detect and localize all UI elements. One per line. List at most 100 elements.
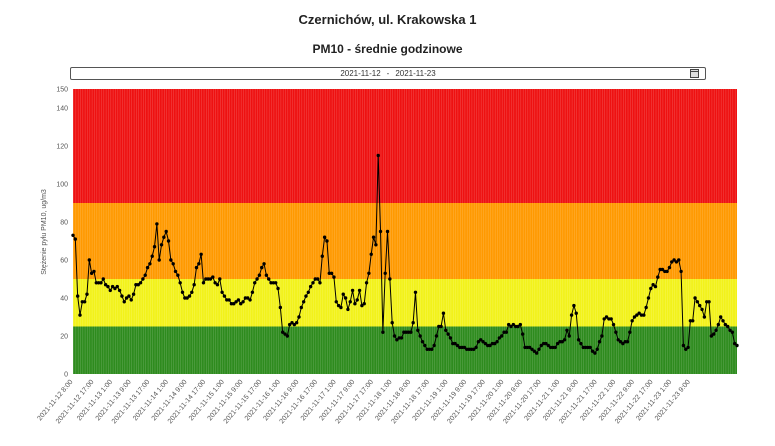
y-tick-label: 40 bbox=[60, 296, 68, 303]
data-point bbox=[420, 340, 425, 344]
data-point bbox=[73, 237, 78, 241]
data-point bbox=[208, 277, 213, 281]
data-point bbox=[108, 288, 112, 293]
data-point bbox=[220, 290, 224, 294]
data-point bbox=[304, 294, 308, 298]
data-point bbox=[248, 298, 252, 302]
data-point bbox=[646, 296, 651, 300]
data-point bbox=[465, 347, 469, 351]
data-point bbox=[411, 321, 415, 325]
data-point bbox=[693, 296, 697, 300]
data-point bbox=[560, 340, 564, 344]
data-point bbox=[555, 341, 560, 346]
data-point bbox=[234, 300, 238, 304]
data-point bbox=[597, 340, 602, 344]
data-point bbox=[192, 283, 196, 287]
data-point bbox=[376, 153, 380, 158]
data-point bbox=[418, 334, 422, 338]
data-point bbox=[637, 311, 641, 315]
data-point bbox=[698, 303, 702, 308]
data-point bbox=[432, 343, 436, 348]
y-tick-label: 60 bbox=[60, 258, 68, 265]
y-tick-label: 20 bbox=[60, 334, 68, 341]
data-point bbox=[441, 311, 446, 315]
data-point bbox=[89, 271, 94, 275]
data-point bbox=[630, 319, 634, 323]
data-point bbox=[541, 341, 546, 346]
data-point bbox=[343, 296, 348, 300]
data-point bbox=[609, 317, 613, 321]
data-point bbox=[155, 222, 159, 226]
data-point bbox=[392, 334, 397, 338]
data-point bbox=[534, 351, 539, 355]
data-point bbox=[120, 294, 124, 298]
data-point bbox=[99, 281, 103, 285]
data-point bbox=[204, 277, 208, 281]
data-point bbox=[660, 267, 665, 272]
data-point bbox=[479, 338, 483, 342]
data-point bbox=[322, 235, 327, 239]
data-point bbox=[406, 330, 411, 334]
data-point bbox=[264, 273, 269, 277]
data-point bbox=[409, 330, 413, 334]
data-point bbox=[663, 269, 667, 274]
y-axis-label: Stężenie pyłu PM10, ug/m3 bbox=[41, 189, 48, 275]
date-separator: - bbox=[386, 69, 390, 78]
data-point bbox=[129, 298, 133, 302]
data-point bbox=[355, 298, 359, 302]
data-point bbox=[705, 300, 709, 304]
data-point bbox=[437, 324, 441, 329]
data-point bbox=[679, 269, 683, 274]
data-point bbox=[325, 239, 329, 243]
calendar-icon[interactable] bbox=[690, 69, 699, 78]
data-point bbox=[467, 347, 471, 351]
data-point bbox=[723, 322, 728, 327]
data-point bbox=[159, 243, 164, 247]
data-point bbox=[213, 281, 217, 285]
y-tick-label: 140 bbox=[56, 106, 68, 113]
data-point bbox=[143, 273, 147, 277]
data-point bbox=[313, 277, 317, 281]
data-point bbox=[138, 281, 143, 285]
data-point bbox=[728, 328, 732, 332]
data-point bbox=[474, 345, 478, 350]
data-point bbox=[232, 302, 236, 306]
data-point bbox=[504, 330, 509, 334]
data-point bbox=[113, 286, 117, 291]
data-point bbox=[194, 265, 199, 270]
data-point bbox=[565, 328, 569, 332]
data-point bbox=[611, 322, 616, 327]
data-point bbox=[78, 313, 82, 317]
data-point bbox=[616, 338, 620, 342]
data-point bbox=[276, 286, 280, 291]
data-point bbox=[488, 343, 492, 348]
data-point bbox=[700, 307, 704, 312]
data-point bbox=[239, 302, 243, 306]
data-point bbox=[460, 345, 464, 350]
data-point bbox=[558, 340, 562, 344]
data-point bbox=[458, 345, 462, 350]
data-point bbox=[383, 271, 387, 275]
data-point bbox=[157, 258, 161, 262]
data-point bbox=[674, 260, 679, 264]
data-point bbox=[166, 239, 171, 243]
data-point bbox=[280, 330, 285, 334]
data-point bbox=[253, 281, 257, 285]
data-point bbox=[595, 347, 599, 351]
data-point bbox=[607, 317, 611, 321]
x-tick-label: 2021-11-12 8:00 bbox=[36, 379, 74, 423]
x-tick-label: 2021-11-23 9:00 bbox=[654, 379, 692, 423]
data-point bbox=[339, 305, 343, 310]
data-point bbox=[453, 341, 457, 346]
data-point bbox=[350, 288, 355, 293]
data-point bbox=[499, 334, 504, 338]
data-point bbox=[639, 313, 644, 317]
data-point bbox=[490, 341, 495, 346]
data-point bbox=[732, 341, 737, 346]
data-point bbox=[548, 345, 553, 350]
data-point bbox=[623, 340, 627, 344]
data-point bbox=[628, 330, 632, 334]
date-range-picker[interactable]: 2021-11-12-2021-11-23 bbox=[70, 67, 706, 80]
data-point bbox=[451, 341, 455, 346]
data-point bbox=[625, 340, 630, 344]
